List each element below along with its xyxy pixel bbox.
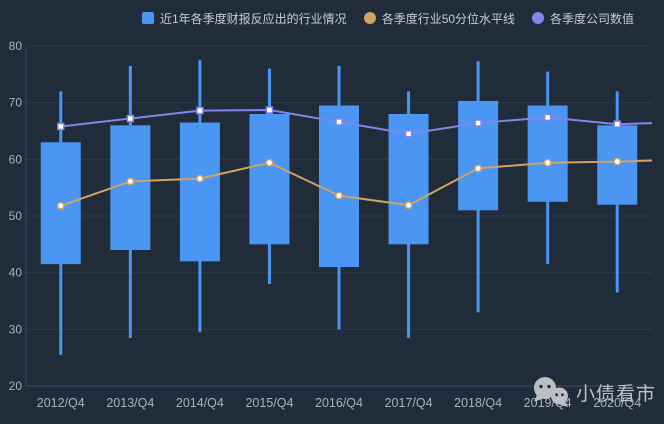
y-axis-tick-label: 20 [9,379,23,393]
candle-box-2018-Q4[interactable] [458,100,499,211]
x-axis-tick-label: 2020/Q4 [593,396,641,410]
y-axis-tick-label: 50 [9,209,23,223]
legend-label-company-values: 各季度公司数值 [550,11,635,26]
x-axis-tick-label: 2017/Q4 [385,396,433,410]
candle-box-2019-Q4[interactable] [527,105,568,202]
percentile-point-2014-Q4[interactable] [195,174,204,183]
percentile-point-2020-Q4[interactable] [613,157,622,166]
company-point-2016-Q4[interactable] [335,118,343,126]
y-axis-tick-label: 30 [9,322,23,336]
watermark-text: 小债看市 [575,383,656,405]
x-axis-tick-label: 2012/Q4 [37,396,85,410]
x-axis-tick-label: 2015/Q4 [245,396,293,410]
percentile-point-2012-Q4[interactable] [56,201,65,210]
legend-marker-orange-circle [363,12,376,24]
percentile-point-2016-Q4[interactable] [335,191,343,200]
legend-item-industry-50th-percentile[interactable]: 各季度行业50分位水平线 [363,10,516,27]
y-axis-tick-label: 60 [9,152,23,166]
percentile-point-2013-Q4[interactable] [126,177,135,186]
legend-label-industry-candles: 近1年各季度财报反应出的行业情况 [160,11,347,26]
company-point-2013-Q4[interactable] [126,114,135,123]
legend-marker-purple-circle [532,12,545,24]
percentile-point-2019-Q4[interactable] [543,158,552,167]
x-axis-tick-label: 2016/Q4 [315,396,363,410]
company-point-2014-Q4[interactable] [196,106,204,115]
x-axis-tick-label: 2014/Q4 [176,396,224,410]
company-point-2012-Q4[interactable] [57,122,65,131]
y-axis-tick-label: 40 [9,266,23,280]
percentile-line [60,159,653,207]
legend-item-company-values[interactable]: 各季度公司数值 [532,10,634,27]
legend-item-industry-candles[interactable]: 近1年各季度财报反应出的行业情况 [142,10,347,27]
company-line [60,109,653,135]
percentile-point-2015-Q4[interactable] [265,158,274,167]
chart-legend: 近1年各季度财报反应出的行业情况 各季度行业50分位水平线 各季度公司数值 [142,9,634,27]
y-axis-tick-label: 70 [9,96,23,110]
legend-marker-blue-square [142,12,154,24]
candle-box-2016-Q4[interactable] [319,105,359,268]
company-point-2019-Q4[interactable] [543,113,552,122]
wechat-logo-icon [533,377,569,407]
x-axis-tick-label: 2013/Q4 [106,396,154,410]
watermark: 小债看市 [531,376,656,408]
candle-box-2015-Q4[interactable] [249,114,290,245]
percentile-point-2018-Q4[interactable] [474,164,483,173]
company-point-2018-Q4[interactable] [474,119,482,127]
x-axis-tick-label: 2018/Q4 [454,396,502,410]
company-point-2020-Q4[interactable] [613,120,621,128]
company-point-2017-Q4[interactable] [404,130,413,138]
y-axis-tick-label: 80 [9,39,23,53]
percentile-point-2017-Q4[interactable] [404,201,413,210]
candle-box-2013-Q4[interactable] [110,125,151,250]
legend-label-industry-50th-percentile: 各季度行业50分位水平线 [381,11,516,26]
candle-box-2014-Q4[interactable] [179,122,220,262]
company-point-2015-Q4[interactable] [265,106,274,114]
